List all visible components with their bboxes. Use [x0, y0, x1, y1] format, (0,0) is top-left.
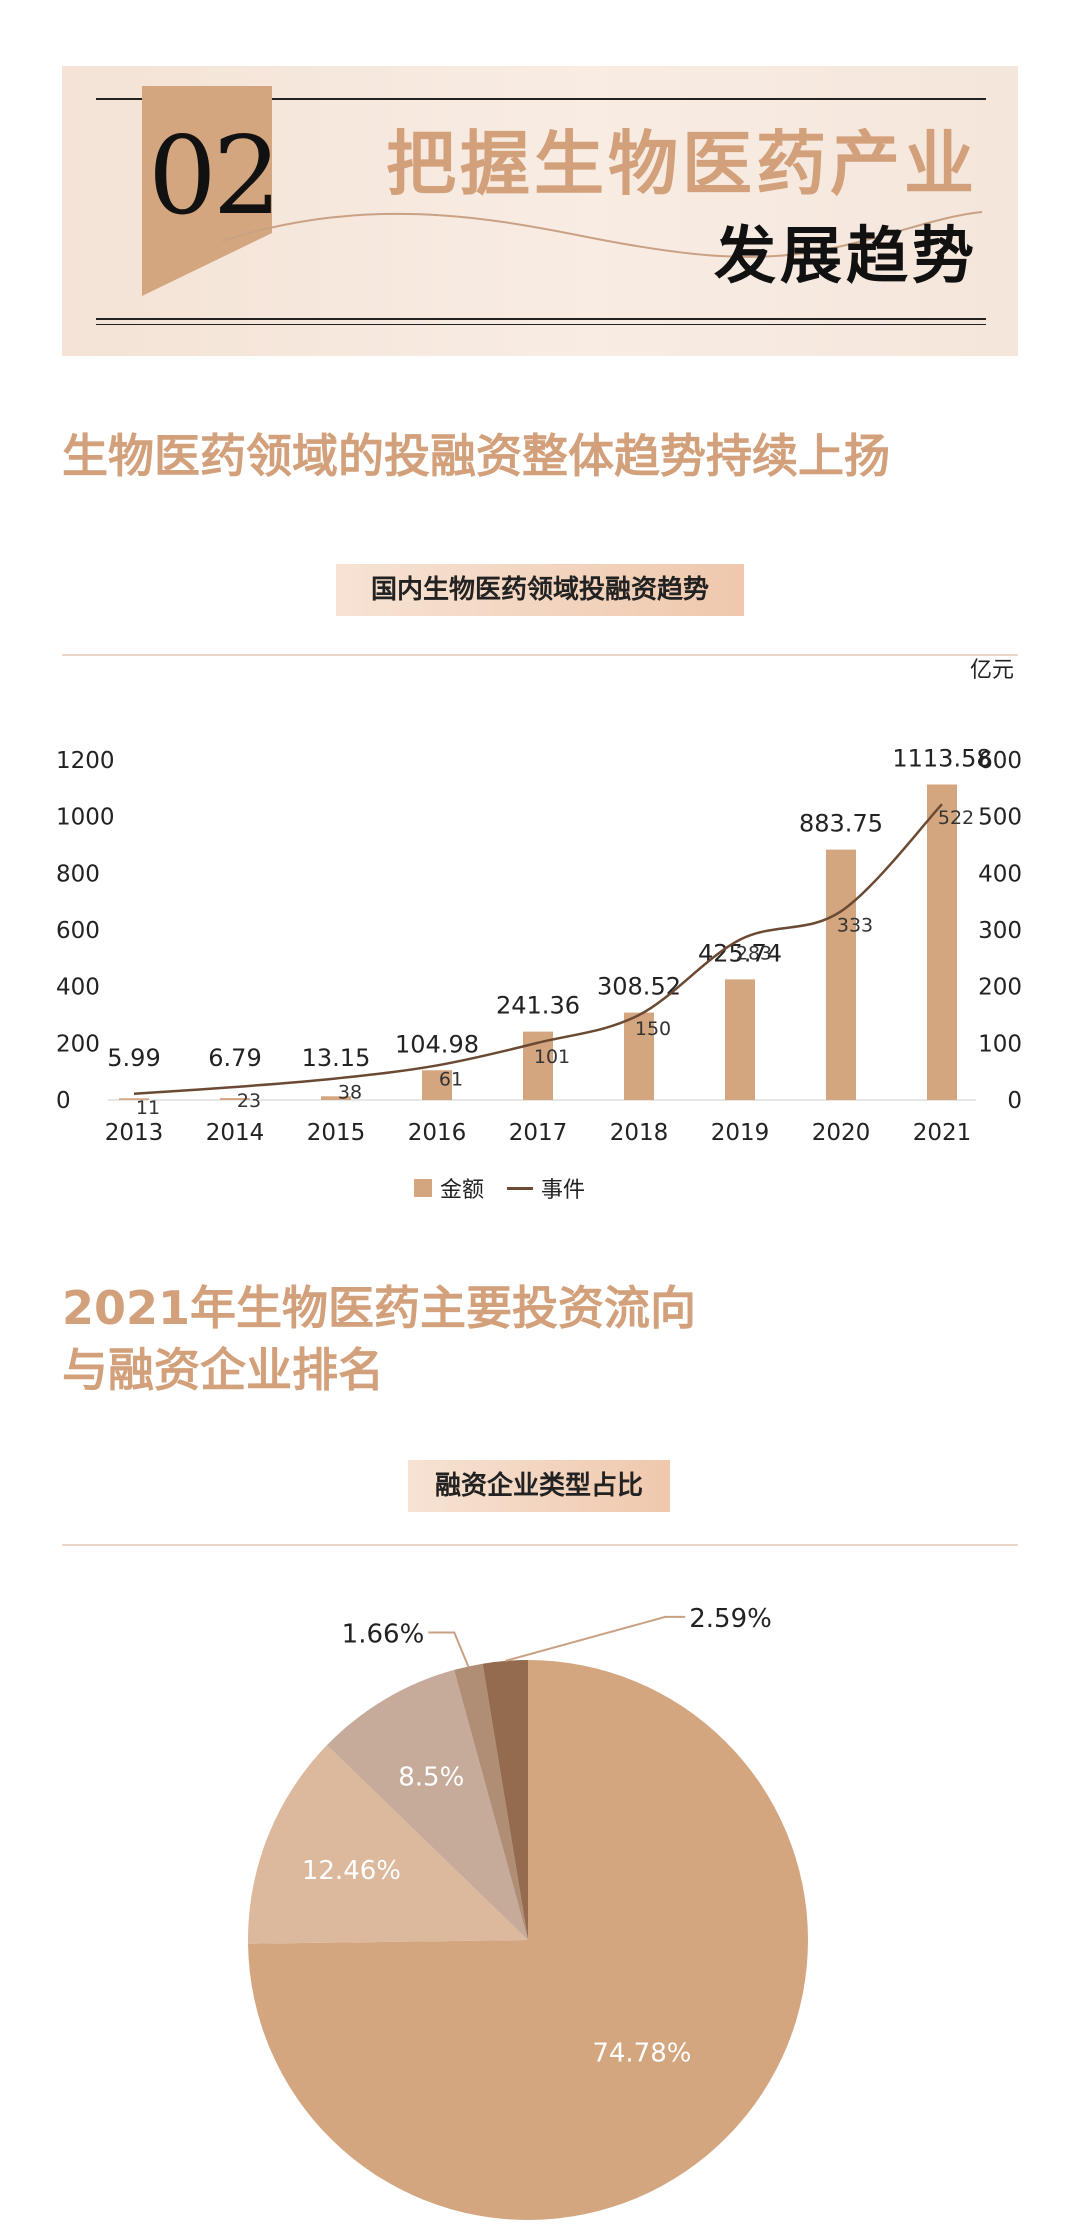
- bar: [119, 1098, 149, 1100]
- y-left-tick-label: 200: [56, 1031, 100, 1057]
- bar: [826, 849, 856, 1100]
- banner-decor-curve: [221, 211, 983, 258]
- bar: [725, 979, 755, 1100]
- line-value-label: 333: [837, 914, 873, 936]
- section2-title-line1: 2021年生物医药主要投资流向: [62, 1281, 697, 1335]
- bar: [220, 1098, 250, 1100]
- bar-chart-label: 国内生物医药领域投融资趋势: [336, 564, 744, 616]
- banner-bottom-rule-thin: [96, 324, 986, 325]
- bar-value-label: 1113.58: [892, 744, 991, 772]
- pie-slice: [248, 1660, 808, 2220]
- line-value-label: 38: [338, 1081, 362, 1103]
- pie-leader-line: [428, 1631, 470, 1667]
- line-value-label: 150: [635, 1018, 671, 1040]
- x-tick-label: 2014: [206, 1120, 265, 1146]
- bar: [624, 1012, 654, 1100]
- bar-value-label: 241.36: [496, 992, 580, 1020]
- legend-label-amount: 金额: [440, 1178, 485, 1203]
- chart-legend: 金额 事件: [414, 1172, 585, 1206]
- banner-bottom-rule: [96, 318, 986, 320]
- x-tick-label: 2021: [913, 1120, 972, 1146]
- y-left-tick-label: 1200: [56, 748, 115, 774]
- bar-value-label: 883.75: [799, 810, 883, 838]
- bar-value-label: 104.98: [395, 1030, 479, 1058]
- bar-value-label: 13.15: [302, 1044, 371, 1072]
- section1-rule: [62, 654, 1018, 656]
- y-left-tick-label: 400: [56, 975, 100, 1001]
- pie-slice: [248, 1745, 528, 1944]
- pie-label: 2.59%: [689, 1604, 772, 1634]
- y-right-tick-label: 0: [1007, 1088, 1022, 1114]
- banner-title-line1: 把握生物医药产业: [386, 123, 978, 205]
- x-tick-label: 2020: [812, 1120, 871, 1146]
- bar-value-label: 5.99: [107, 1044, 160, 1072]
- x-tick-label: 2017: [509, 1120, 568, 1146]
- y-right-tick-label: 400: [978, 861, 1022, 887]
- y-left-tick-label: 1000: [56, 805, 115, 831]
- pie-label: 74.78%: [592, 2038, 691, 2068]
- y-right-tick-label: 100: [978, 1031, 1022, 1057]
- line-value-label: 283: [736, 943, 772, 965]
- bar: [927, 784, 957, 1100]
- y-right-tick-label: 200: [978, 975, 1022, 1001]
- section1-title: 生物医药领域的投融资整体趋势持续上扬: [62, 429, 890, 483]
- banner-top-rule: [96, 98, 986, 100]
- pie-leader-line: [504, 1615, 686, 1662]
- legend-label-events: 事件: [541, 1178, 586, 1203]
- unit-label: 亿元: [970, 658, 1015, 683]
- x-tick-label: 2013: [105, 1120, 164, 1146]
- section2-rule: [62, 1544, 1018, 1546]
- x-tick-label: 2016: [408, 1120, 467, 1146]
- pie-slice: [326, 1669, 528, 1940]
- x-tick-label: 2018: [610, 1120, 669, 1146]
- pie-label: 1.66%: [342, 1619, 425, 1649]
- line-value-label: 11: [136, 1097, 160, 1119]
- y-left-tick-label: 600: [56, 918, 100, 944]
- line-value-label: 61: [439, 1068, 463, 1090]
- y-right-tick-label: 300: [978, 918, 1022, 944]
- pie-chart-label: 融资企业类型占比: [408, 1460, 670, 1512]
- events-line: [133, 803, 943, 1096]
- y-right-tick-label: 500: [978, 805, 1022, 831]
- y-right-tick-label: 600: [978, 748, 1022, 774]
- x-tick-label: 2019: [711, 1120, 770, 1146]
- pie-slice: [482, 1660, 528, 1940]
- pie-label: 8.5%: [398, 1762, 464, 1792]
- bar: [321, 1096, 351, 1100]
- line-value-label: 23: [237, 1090, 261, 1112]
- combo-chart: 0 200 400 600 800 1000 1200 0 100 200 300 400 500 600…: [56, 744, 1022, 1146]
- line-value-label: 101: [534, 1046, 570, 1068]
- header-banner: 02 把握生物医药产业 发展趋势: [62, 66, 1018, 356]
- pie-chart: 74.78% 12.46% 8.5% 1.66% 2.59%: [248, 1604, 808, 2220]
- bar-value-label: 425.74: [698, 939, 782, 967]
- y-left-tick-label: 0: [56, 1088, 71, 1114]
- y-left-tick-label: 800: [56, 861, 100, 887]
- line-value-label: 522: [938, 807, 974, 829]
- bar: [422, 1070, 452, 1100]
- section-number: 02: [148, 114, 281, 239]
- section2-title-line2: 与融资企业排名: [62, 1343, 384, 1397]
- banner-title-line2: 发展趋势: [713, 219, 978, 292]
- legend-swatch-amount: [414, 1179, 432, 1197]
- bar-value-label: 6.79: [208, 1044, 261, 1072]
- legend-swatch-events: [507, 1186, 534, 1190]
- pie-slice: [454, 1663, 528, 1940]
- pie-label: 12.46%: [302, 1856, 401, 1886]
- x-tick-label: 2015: [307, 1120, 366, 1146]
